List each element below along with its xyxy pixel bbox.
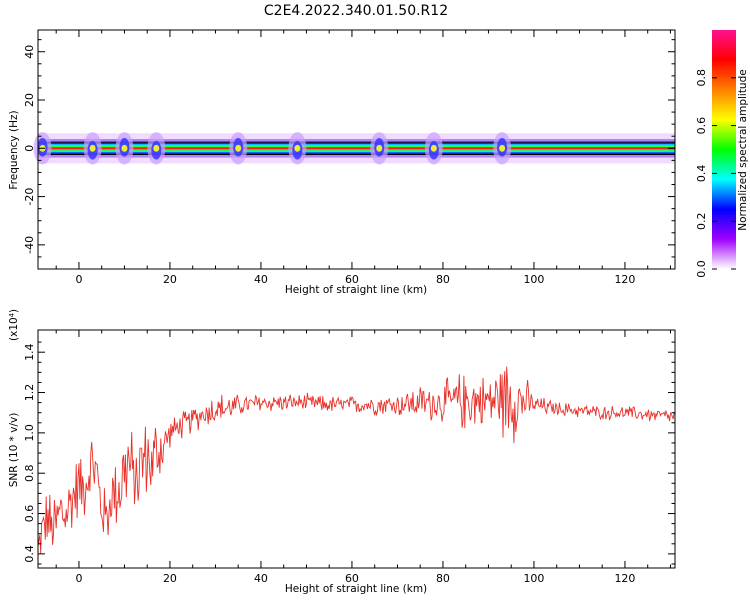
spectrogram-x-axis-label: Height of straight line (km) — [285, 284, 427, 296]
snr-x-tick-label: 0 — [75, 572, 82, 585]
colorbar: 0.0 0.2 0.4 0.6 0.8 Normalized spectral ampl… — [695, 30, 749, 278]
spectrogram-panel: 0 20 40 60 80 100 120 -40 -20 0 20 40 Height of st… — [8, 29, 676, 296]
band-disturbance-peak — [376, 144, 383, 152]
colorbar-tick-label: 0.8 — [695, 69, 708, 87]
snr-x-tick-label: 80 — [436, 572, 450, 585]
spectrogram-y-tick-label: 20 — [23, 93, 36, 107]
colorbar-tick-label: 0.0 — [695, 260, 708, 278]
spectrogram-x-tick-label: 0 — [75, 273, 82, 286]
spectrogram-y-tick-label: 0 — [23, 145, 36, 152]
spectrogram-y-ticks: -40 -20 0 20 40 — [23, 39, 675, 258]
spectrogram-x-tick-label: 100 — [523, 273, 544, 286]
snr-x-tick-label: 40 — [254, 572, 268, 585]
snr-y-tick-label: 1.2 — [23, 384, 36, 402]
band-disturbance-peak — [121, 144, 128, 152]
snr-panel: 0 20 40 60 80 100 120 0.4 0.6 0.8 1.0 1.2 1.4 Heigh… — [8, 309, 676, 595]
snr-y-tick-label: 1.0 — [23, 424, 36, 442]
spectrogram-x-tick-label: 60 — [345, 273, 359, 286]
snr-y-multiplier: (x10⁴) — [8, 309, 20, 341]
snr-y-tick-label: 1.4 — [23, 343, 36, 361]
spectrogram-y-axis-label: Frequency (Hz) — [8, 110, 20, 189]
spectrogram-y-tick-label: -40 — [23, 236, 36, 254]
band-disturbance-peak — [294, 144, 301, 152]
snr-x-axis-label: Height of straight line (km) — [285, 583, 427, 595]
spectrogram-x-ticks: 0 20 40 60 80 100 120 — [55, 30, 671, 286]
snr-y-tick-label: 0.4 — [23, 545, 36, 563]
snr-y-axis-label: SNR (10 * v/v) — [8, 413, 20, 488]
spectrogram-x-tick-label: 120 — [614, 273, 635, 286]
spectrogram-y-tick-label: 40 — [23, 45, 36, 59]
spectrogram-x-tick-label: 40 — [254, 273, 268, 286]
snr-x-tick-label: 100 — [523, 572, 544, 585]
snr-x-tick-label: 20 — [163, 572, 177, 585]
spectrogram-band — [33, 132, 675, 165]
snr-series-line — [38, 366, 675, 554]
spectrogram-x-tick-label: 20 — [163, 273, 177, 286]
colorbar-label: Normalized spectral amplitude — [737, 69, 749, 230]
colorbar-gradient — [712, 30, 736, 269]
colorbar-ticks: 0.0 0.2 0.4 0.6 0.8 — [695, 69, 736, 278]
snr-y-ticks: 0.4 0.6 0.8 1.0 1.2 1.4 — [23, 341, 675, 565]
snr-x-tick-label: 120 — [614, 572, 635, 585]
band-core — [38, 147, 675, 150]
spectrogram-x-tick-label: 80 — [436, 273, 450, 286]
colorbar-tick-label: 0.4 — [695, 165, 708, 183]
snr-plot-area — [38, 330, 675, 568]
snr-y-tick-label: 0.8 — [23, 464, 36, 482]
colorbar-tick-label: 0.6 — [695, 117, 708, 135]
band-disturbance-peak — [89, 144, 96, 152]
spectrogram-y-tick-label: -20 — [23, 188, 36, 206]
snr-x-ticks: 0 20 40 60 80 100 120 — [55, 330, 671, 585]
snr-frame — [37, 329, 676, 569]
band-disturbance-peak — [153, 144, 160, 152]
snr-y-tick-label: 0.6 — [23, 505, 36, 523]
colorbar-tick-label: 0.2 — [695, 212, 708, 230]
band-disturbance-peak — [430, 144, 437, 152]
figure-title: C2E4.2022.340.01.50.R12 — [264, 3, 448, 19]
band-disturbance-peak — [499, 144, 506, 152]
band-disturbance-peak — [235, 144, 242, 152]
spectrogram-frame — [37, 29, 676, 270]
snr-x-tick-label: 60 — [345, 572, 359, 585]
